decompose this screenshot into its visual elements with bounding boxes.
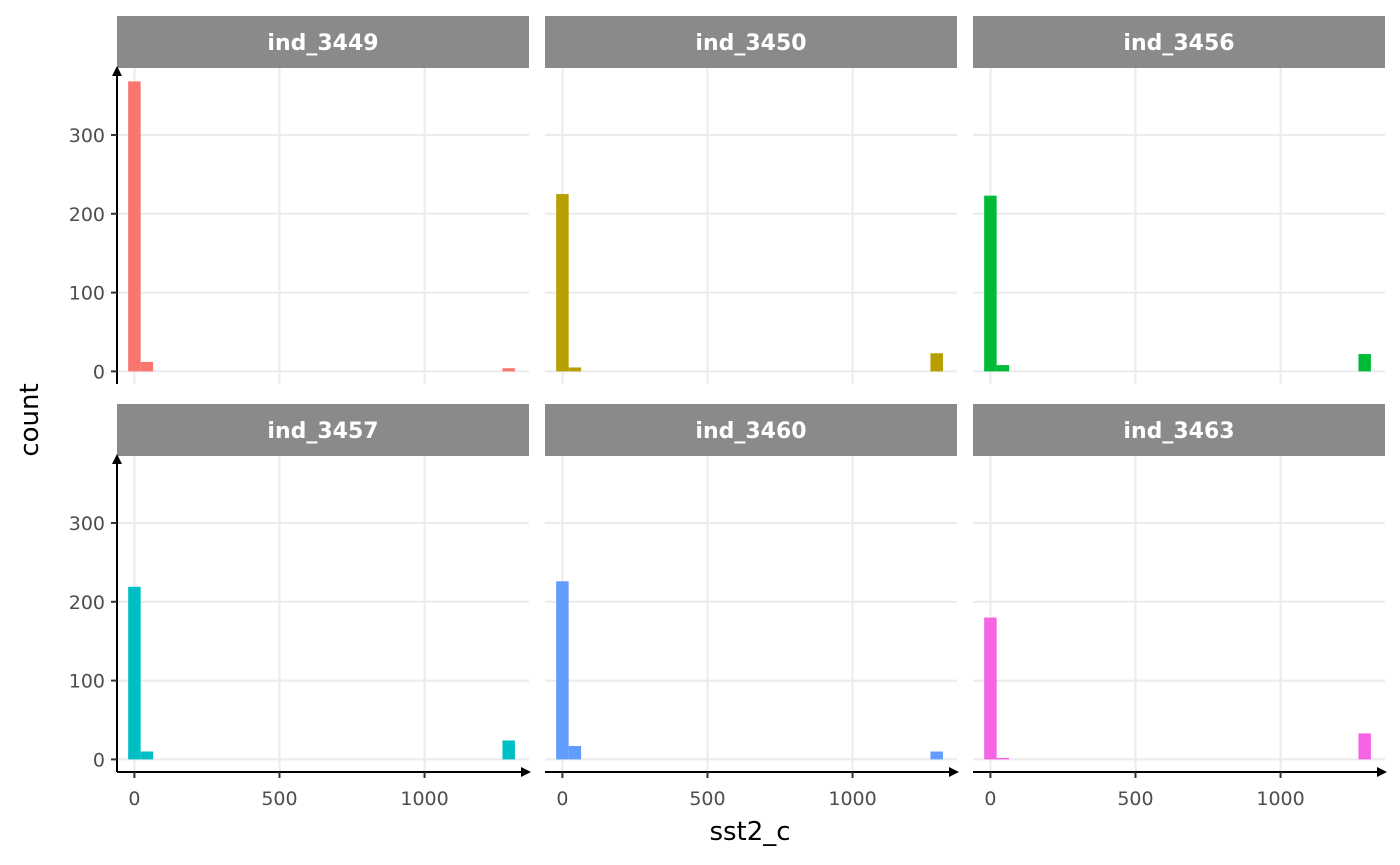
histogram-bar [568,367,582,372]
x-tick-label: 0 [556,788,568,810]
facet-strip-label: ind_3456 [1123,31,1234,56]
facet-panel-ind_3463: ind_3463 0 500 1000 [973,404,1387,810]
x-tick-label: 0 [128,788,140,810]
histogram-bar [996,365,1010,372]
histogram-bar [984,195,997,372]
x-axis-arrow [1377,767,1387,777]
facet-strip-label: ind_3460 [695,419,806,444]
facet-panel-ind_3449: ind_3449 0 100 200 300 [69,16,529,384]
y-axis-arrow [112,454,122,464]
facet-panel-ind_3460: ind_3460 0 500 1000 [545,404,959,810]
facet-strip [117,16,529,68]
y-tick-label: 200 [69,204,105,226]
facet-strip [973,404,1385,456]
histogram-bar [996,757,1010,760]
facet-strip-label: ind_3463 [1123,419,1234,444]
y-tick-label: 200 [69,592,105,614]
facet-panel-ind_3450: ind_3450 [545,16,957,384]
x-tick-label: 500 [689,788,725,810]
histogram-bar [128,586,141,760]
histogram-bar [556,581,569,760]
histogram-bar [984,617,997,760]
facet-strip [117,404,529,456]
facet-strip-label: ind_3449 [267,31,378,56]
facet-strip [973,16,1385,68]
y-tick-label: 0 [93,361,105,383]
y-axis-title: count [15,383,45,456]
histogram-bar [128,81,141,372]
y-tick-label: 0 [93,749,105,771]
y-tick-label: 100 [69,283,105,305]
histogram-bar [568,745,582,760]
facet-strip-label: ind_3450 [695,31,806,56]
y-axis-arrow [112,66,122,76]
facet-strip-label: ind_3457 [267,419,378,444]
facet-panels: ind_3449 0 100 200 300 ind_3450 ind_3456 ind_34… [69,16,1387,810]
x-tick-label: 500 [1117,788,1153,810]
histogram-bar [140,361,154,372]
histogram-bar [930,751,943,760]
x-axis-title: sst2_c [709,817,790,847]
y-tick-label: 300 [69,125,105,147]
histogram-bar [556,194,569,372]
x-tick-label: 0 [984,788,996,810]
x-tick-label: 1000 [400,788,448,810]
histogram-bar [140,751,154,760]
histogram-bar [502,368,515,372]
facet-strip [545,16,957,68]
y-tick-label: 300 [69,513,105,535]
x-tick-label: 1000 [1256,788,1304,810]
y-tick-label: 100 [69,671,105,693]
histogram-bar [1358,733,1371,760]
facet-panel-ind_3456: ind_3456 [973,16,1385,384]
facet-panel-ind_3457: ind_3457 0 100 200 300 0 500 1000 [69,404,531,810]
x-tick-label: 1000 [828,788,876,810]
facet-strip [545,404,957,456]
histogram-bar [1358,354,1371,372]
histogram-bar [502,740,515,760]
x-axis-arrow [521,767,531,777]
x-axis-arrow [949,767,959,777]
histogram-bar [930,353,943,372]
x-tick-label: 500 [261,788,297,810]
